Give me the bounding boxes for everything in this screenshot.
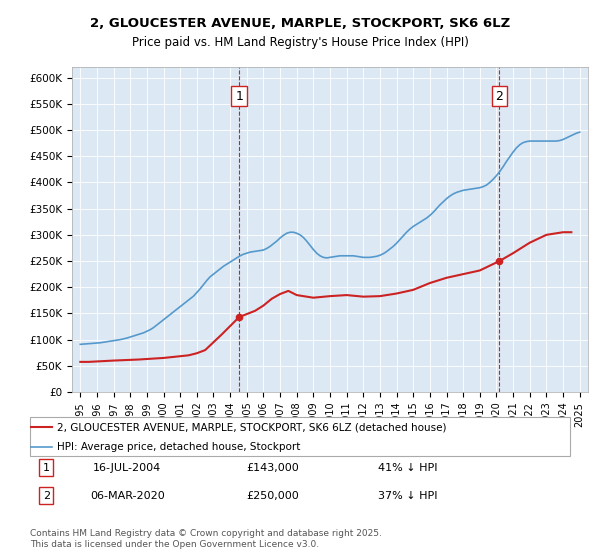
Text: 1: 1 (43, 463, 50, 473)
Text: 2: 2 (496, 90, 503, 102)
Point (235, 312, 244, 321)
Text: 2, GLOUCESTER AVENUE, MARPLE, STOCKPORT, SK6 6LZ (detached house): 2, GLOUCESTER AVENUE, MARPLE, STOCKPORT,… (57, 422, 446, 432)
Text: £143,000: £143,000 (247, 463, 299, 473)
Text: 16-JUL-2004: 16-JUL-2004 (93, 463, 161, 473)
Text: 37% ↓ HPI: 37% ↓ HPI (378, 491, 438, 501)
Text: Price paid vs. HM Land Registry's House Price Index (HPI): Price paid vs. HM Land Registry's House … (131, 36, 469, 49)
Text: 1: 1 (235, 90, 243, 102)
Text: HPI: Average price, detached house, Stockport: HPI: Average price, detached house, Stoc… (57, 442, 301, 451)
Text: Contains HM Land Registry data © Crown copyright and database right 2025.
This d: Contains HM Land Registry data © Crown c… (30, 529, 382, 549)
Text: £250,000: £250,000 (247, 491, 299, 501)
Text: 2: 2 (43, 491, 50, 501)
Text: 41% ↓ HPI: 41% ↓ HPI (378, 463, 438, 473)
FancyBboxPatch shape (30, 417, 570, 456)
Text: 2, GLOUCESTER AVENUE, MARPLE, STOCKPORT, SK6 6LZ: 2, GLOUCESTER AVENUE, MARPLE, STOCKPORT,… (90, 17, 510, 30)
Text: 06-MAR-2020: 06-MAR-2020 (90, 491, 164, 501)
Point (494, 256, 504, 265)
